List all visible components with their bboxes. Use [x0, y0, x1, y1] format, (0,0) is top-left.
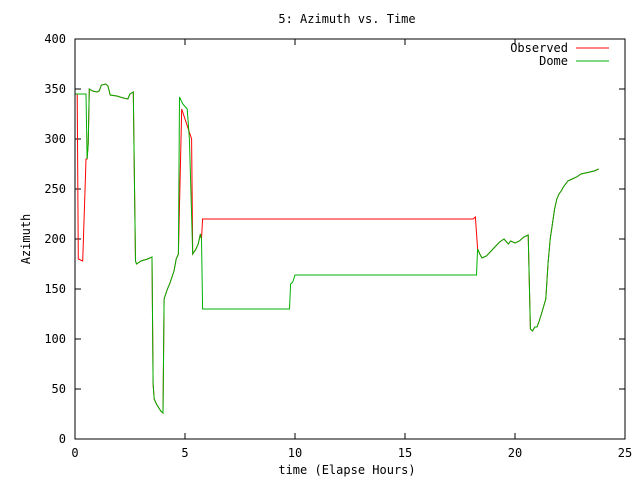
- y-tick-label: 0: [59, 432, 66, 446]
- x-tick-label: 20: [508, 446, 522, 460]
- x-tick-label: 15: [398, 446, 412, 460]
- x-tick-label: 10: [288, 446, 302, 460]
- data-series: [75, 83, 599, 415]
- plot-frame: [74, 38, 626, 440]
- chart-title: 5: Azimuth vs. Time: [278, 12, 415, 26]
- y-tick-label: 300: [44, 132, 66, 146]
- legend-label: Observed: [510, 41, 568, 55]
- x-tick-label: 25: [618, 446, 632, 460]
- y-tick-label: 400: [44, 32, 66, 46]
- legend-label: Dome: [539, 54, 568, 68]
- x-tick-label: 5: [181, 446, 188, 460]
- y-tick-label: 50: [52, 382, 66, 396]
- series-line-observed: [75, 83, 599, 415]
- y-tick-label: 250: [44, 182, 66, 196]
- x-tick-label: 0: [71, 446, 78, 460]
- y-tick-label: 150: [44, 282, 66, 296]
- x-axis-label: time (Elapse Hours): [278, 463, 415, 477]
- y-tick-label: 350: [44, 82, 66, 96]
- y-tick-label: 100: [44, 332, 66, 346]
- y-axis-label: Azimuth: [19, 214, 33, 265]
- series-line-dome: [75, 83, 599, 415]
- y-tick-label: 200: [44, 232, 66, 246]
